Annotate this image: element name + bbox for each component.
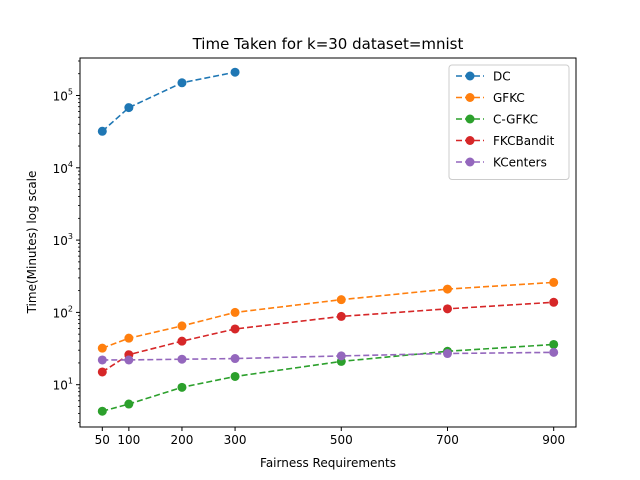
legend-label-c-gfkc: C-GFKC: [493, 113, 538, 127]
data-point-fkcbandit: [336, 311, 346, 321]
chart-title: Time Taken for k=30 dataset=mnist: [192, 35, 464, 53]
legend-label-kcenters: KCenters: [493, 156, 547, 170]
x-tick-label: 300: [224, 433, 247, 447]
data-point-fkcbandit: [230, 324, 240, 334]
legend-label-dc: DC: [493, 70, 511, 84]
data-point-dc: [124, 103, 134, 113]
data-point-gfkc: [97, 343, 107, 353]
data-point-kcenters: [549, 347, 559, 357]
y-tick-label: 104: [53, 160, 73, 176]
data-point-kcenters: [97, 355, 107, 365]
y-tick-exponent: 2: [68, 304, 73, 313]
data-point-dc: [97, 126, 107, 136]
legend-label-fkcbandit: FKCBandit: [493, 134, 555, 148]
y-tick-label: 105: [53, 87, 73, 103]
data-point-c-gfkc: [230, 371, 240, 381]
data-point-c-gfkc: [124, 399, 134, 409]
data-point-kcenters: [336, 351, 346, 361]
y-tick-label: 103: [53, 232, 73, 248]
data-point-c-gfkc: [177, 382, 187, 392]
x-tick-label: 100: [117, 433, 140, 447]
y-tick-base: 10: [53, 234, 68, 248]
x-axis: 50 100 200 300 500 700 900: [95, 427, 565, 447]
x-tick-label: 500: [330, 433, 353, 447]
legend-label-gfkc: GFKC: [493, 91, 525, 105]
data-point-kcenters: [230, 354, 240, 364]
data-point-kcenters: [442, 349, 452, 359]
legend-marker-fkcbandit: [465, 136, 475, 145]
series-line-dc: [101, 71, 236, 132]
data-point-gfkc: [336, 295, 346, 305]
data-point-gfkc: [442, 284, 452, 294]
data-point-dc: [177, 78, 187, 88]
data-point-c-gfkc: [97, 406, 107, 416]
y-axis-label: Time(Minutes) log scale: [25, 171, 39, 315]
y-tick-base: 10: [53, 89, 68, 103]
legend-marker-gfkc: [465, 93, 475, 102]
y-tick-label: 101: [53, 377, 73, 393]
y-tick-base: 10: [53, 379, 68, 393]
data-point-gfkc: [549, 277, 559, 287]
legend-box: [448, 64, 570, 180]
data-point-gfkc: [177, 321, 187, 331]
data-point-fkcbandit: [549, 297, 559, 307]
plot-markers: [97, 67, 559, 416]
data-point-gfkc: [230, 307, 240, 317]
y-tick-base: 10: [53, 162, 68, 176]
y-tick-exponent: 4: [68, 160, 73, 169]
y-tick-label: 102: [53, 304, 73, 320]
plot-area-frame: [79, 57, 577, 428]
legend-marker-c-gfkc: [465, 114, 475, 124]
data-point-fkcbandit: [442, 304, 452, 314]
y-tick-base: 10: [53, 306, 68, 320]
data-point-fkcbandit: [97, 367, 107, 377]
legend-marker-dc: [465, 71, 475, 81]
y-tick-exponent: 3: [68, 232, 73, 241]
data-point-c-gfkc: [549, 339, 559, 349]
data-point-kcenters: [124, 355, 134, 365]
y-tick-exponent: 1: [68, 377, 73, 386]
legend-marker-kcenters: [465, 157, 475, 167]
data-point-fkcbandit: [177, 336, 187, 346]
legend: DC GFKC C-GFKC FKCBandit KCenters: [448, 64, 570, 180]
data-point-dc: [230, 67, 240, 77]
data-point-gfkc: [124, 333, 134, 343]
x-tick-label: 200: [171, 433, 194, 447]
x-tick-label: 700: [436, 433, 459, 447]
data-point-kcenters: [177, 354, 187, 364]
x-tick-label: 50: [95, 433, 110, 447]
y-tick-exponent: 5: [68, 87, 73, 96]
x-tick-label: 900: [542, 433, 565, 447]
x-axis-label: Fairness Requirements: [260, 456, 396, 470]
